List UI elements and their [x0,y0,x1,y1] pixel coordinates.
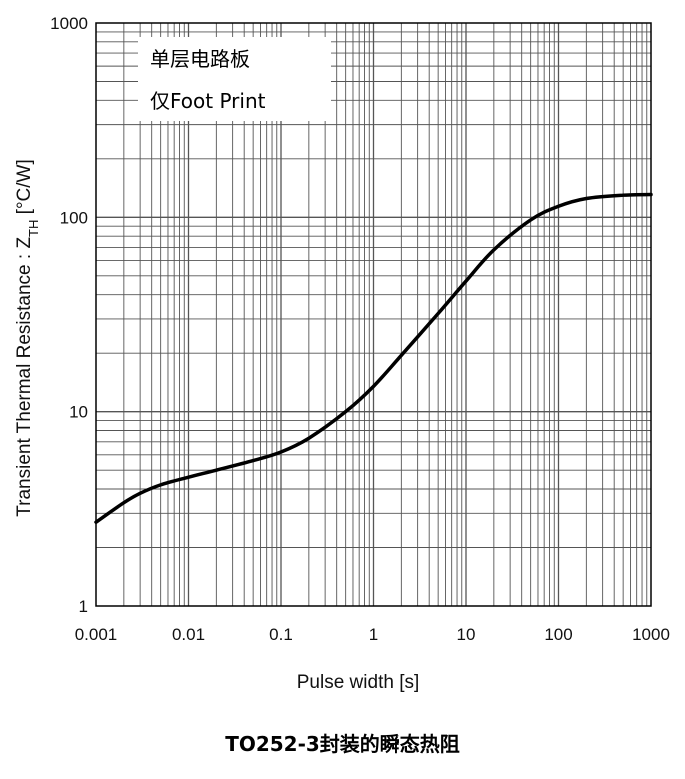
x-tick-label: 1 [369,625,378,644]
y-tick-label: 100 [60,208,88,227]
figure-caption: TO252-3封装的瞬态热阻 [225,732,460,756]
x-tick-label: 1000 [632,625,670,644]
annotation-line-1: 单层电路板 [150,47,250,71]
x-axis-label: Pulse width [s] [297,672,420,693]
series-line [94,192,653,524]
y-axis-label-unit: [°C/W] [14,159,35,219]
y-tick-label: 10 [69,403,88,422]
y-axis-label-subscript: TH [26,220,41,237]
annotation-line-2: 仅Foot Print [150,89,266,113]
y-tick-label: 1000 [50,14,88,33]
y-tick-labels: 1 10 100 1000 [50,14,88,616]
y-axis-label: Transient Thermal Resistance : ZTH [°C/W… [14,159,41,517]
x-tick-label: 0.01 [172,625,205,644]
x-tick-labels: 0.001 0.01 0.1 1 10 100 1000 [75,625,670,644]
series-curve [94,192,653,524]
plot-frame [95,22,652,607]
x-tick-label: 10 [457,625,476,644]
annotation-box: 单层电路板 仅Foot Print [138,37,331,121]
y-axis-label-main: Transient Thermal Resistance : Z [14,237,35,517]
annotation-background [138,37,331,121]
x-tick-label: 100 [544,625,572,644]
x-tick-label: 0.1 [269,625,293,644]
x-tick-label: 0.001 [75,625,118,644]
transient-thermal-chart: 单层电路板 仅Foot Print 0.001 0.01 0.1 1 10 100 1000… [14,14,670,693]
y-tick-label: 1 [79,597,88,616]
